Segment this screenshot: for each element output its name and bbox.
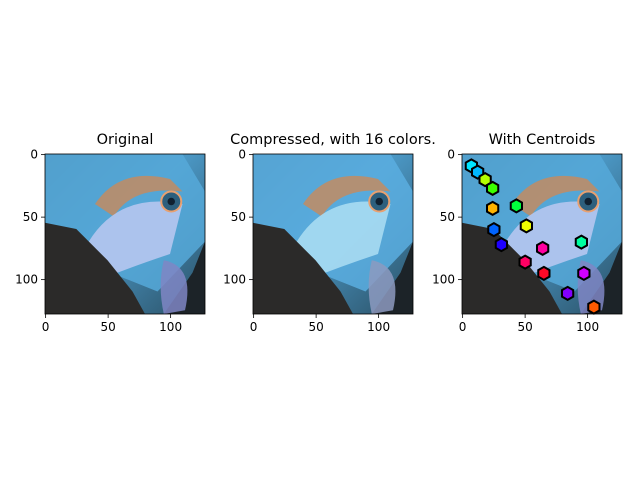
centroid-marker bbox=[487, 221, 501, 238]
panel-title: Original bbox=[97, 132, 154, 148]
panel-title: Compressed, with 16 colors. bbox=[230, 132, 436, 148]
image-region-corner bbox=[163, 241, 205, 314]
centroid-marker bbox=[536, 240, 550, 257]
centroid-marker bbox=[537, 265, 551, 282]
panel-3: With Centroids 0 50 100 0 50 100 bbox=[432, 132, 623, 334]
centroid-marker bbox=[509, 198, 523, 214]
y-tick-label: 0 bbox=[238, 148, 246, 162]
image-region-corner bbox=[371, 241, 413, 314]
axes-frame bbox=[252, 153, 414, 315]
x-tick-label: 0 bbox=[250, 320, 258, 334]
image-pupil bbox=[167, 197, 175, 206]
y-tick-label: 100 bbox=[223, 273, 246, 287]
image-region-feathers bbox=[253, 222, 353, 314]
x-tick-label: 50 bbox=[517, 320, 532, 334]
image-region-stripe bbox=[303, 175, 391, 217]
x-tick-label: 0 bbox=[459, 320, 467, 334]
y-tick-label: 0 bbox=[447, 148, 455, 162]
image-region-throat bbox=[368, 260, 396, 314]
centroid-marker bbox=[577, 265, 591, 282]
panel-1: Original 0 50 100 0 50 100 bbox=[15, 132, 206, 334]
centroid-marker bbox=[486, 200, 500, 217]
image-region-feathers bbox=[45, 222, 145, 314]
axes-frame bbox=[461, 153, 623, 315]
image-region-stripe bbox=[512, 175, 600, 217]
y-tick-label: 100 bbox=[15, 273, 38, 287]
image-pupil bbox=[375, 197, 383, 206]
centroid-marker bbox=[561, 285, 575, 302]
centroid-marker bbox=[519, 218, 533, 234]
image-region-beak bbox=[296, 201, 391, 279]
x-tick-label: 50 bbox=[308, 320, 323, 334]
image-region-feathers bbox=[462, 222, 562, 314]
x-tick-label: 0 bbox=[42, 320, 50, 334]
centroid-marker bbox=[574, 234, 588, 250]
y-tick-label: 50 bbox=[23, 210, 38, 224]
centroid-marker bbox=[518, 254, 532, 270]
x-tick-label: 50 bbox=[100, 320, 115, 334]
y-tick-label: 50 bbox=[440, 210, 455, 224]
image-region-throat bbox=[160, 260, 188, 314]
axes-frame bbox=[44, 153, 206, 315]
y-tick-label: 50 bbox=[231, 210, 246, 224]
panel-title: With Centroids bbox=[489, 132, 596, 148]
centroid-marker bbox=[587, 299, 601, 315]
x-tick-label: 100 bbox=[159, 320, 182, 334]
x-tick-label: 100 bbox=[367, 320, 390, 334]
image-region-stripe bbox=[95, 175, 183, 217]
y-tick-label: 0 bbox=[30, 148, 38, 162]
y-tick-label: 100 bbox=[432, 273, 455, 287]
centroid-marker bbox=[478, 171, 492, 188]
centroid-marker bbox=[494, 236, 508, 253]
x-tick-label: 100 bbox=[576, 320, 599, 334]
image-pupil bbox=[584, 197, 592, 206]
centroid-marker bbox=[486, 180, 500, 197]
image-region-beak bbox=[88, 201, 183, 279]
image-region-corner bbox=[580, 241, 622, 314]
